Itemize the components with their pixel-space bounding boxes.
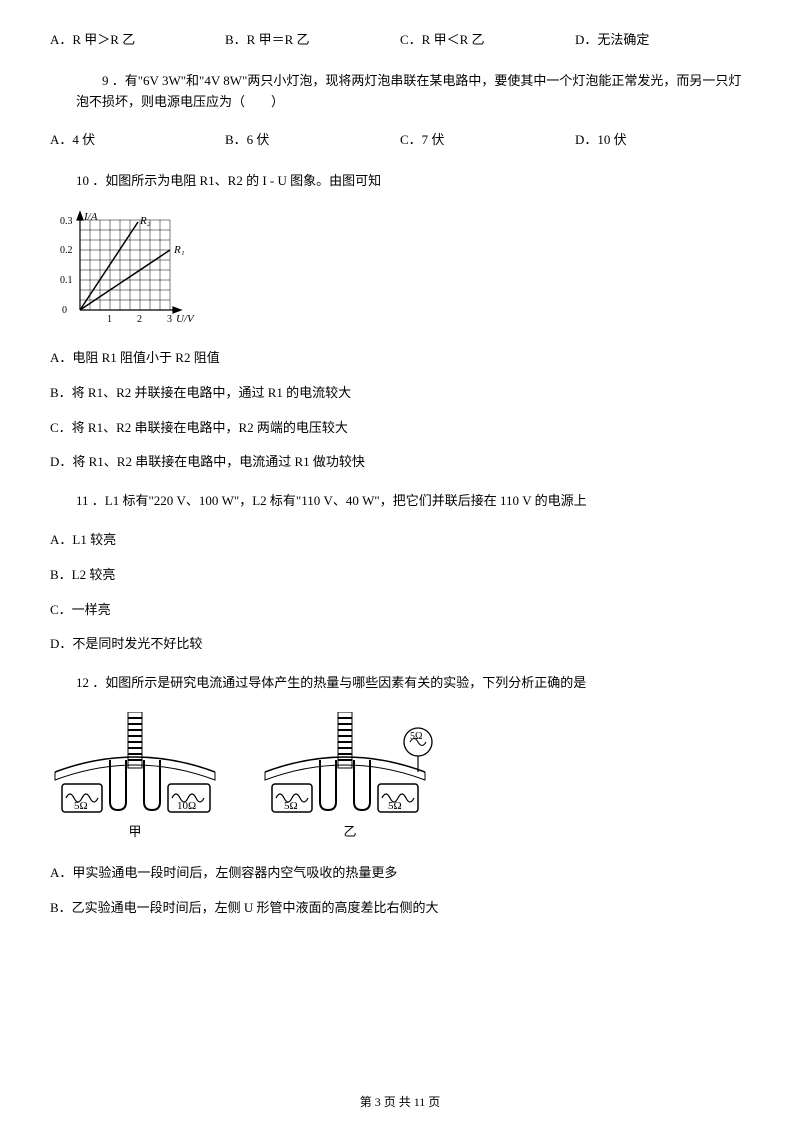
q12-right-r1: 5Ω	[284, 800, 298, 812]
q8-opt-c: C．R 甲＜R 乙	[400, 30, 575, 51]
q11-ans-a: A．L1 较亮	[50, 530, 750, 551]
q8-opt-b: B．R 甲＝R 乙	[225, 30, 400, 51]
svg-text:0.3: 0.3	[60, 216, 73, 227]
q8-options: A．R 甲＞R 乙 B．R 甲＝R 乙 C．R 甲＜R 乙 D．无法确定	[50, 30, 750, 51]
q12-ans-a: A．甲实验通电一段时间后，左侧容器内空气吸收的热量更多	[50, 863, 750, 884]
q12-caption-left: 甲	[50, 822, 220, 843]
svg-text:0: 0	[62, 305, 67, 316]
q8-opt-d: D．无法确定	[575, 30, 750, 51]
q12-figure: 5Ω 10Ω 甲 5Ω	[50, 712, 750, 843]
q12-left-r1: 5Ω	[74, 800, 88, 812]
q10-ans-c: C．将 R1、R2 串联接在电路中，R2 两端的电压较大	[50, 418, 750, 439]
q9-stem: 9 ．有"6V 3W"和"4V 8W"两只小灯泡，现将两灯泡串联在某电路中，要使…	[76, 71, 750, 113]
page-footer: 第 3 页 共 11 页	[0, 1093, 800, 1112]
xlabel: U/V	[176, 313, 195, 325]
q12-ans-b: B．乙实验通电一段时间后，左侧 U 形管中液面的高度差比右侧的大	[50, 898, 750, 919]
q9-opt-d: D．10 伏	[575, 130, 750, 151]
q10-graph: I/A U/V R₂ R₁ 0 0.1 0.2 0.3 1 2 3	[50, 210, 750, 330]
q10-stem: 10 ．如图所示为电阻 R1、R2 的 I - U 图象。由图可知	[50, 171, 750, 192]
ylabel: I/A	[83, 211, 98, 223]
q8-opt-a: A．R 甲＞R 乙	[50, 30, 225, 51]
svg-text:1: 1	[107, 314, 112, 325]
r1-label: R₁	[173, 244, 185, 256]
q12-stem: 12 ．如图所示是研究电流通过导体产生的热量与哪些因素有关的实验，下列分析正确的…	[50, 673, 750, 694]
q12-right-r3: 5Ω	[410, 731, 422, 742]
q12-right-r2: 5Ω	[388, 800, 402, 812]
q9-opt-c: C．7 伏	[400, 130, 575, 151]
svg-text:2: 2	[137, 314, 142, 325]
q11-stem: 11 ．L1 标有"220 V、100 W"，L2 标有"110 V、40 W"…	[50, 491, 750, 512]
svg-text:0.1: 0.1	[60, 275, 73, 286]
q12-left-r2: 10Ω	[177, 800, 196, 812]
q10-ans-b: B．将 R1、R2 并联接在电路中，通过 R1 的电流较大	[50, 383, 750, 404]
q10-ans-a: A．电阻 R1 阻值小于 R2 阻值	[50, 348, 750, 369]
q10-ans-d: D．将 R1、R2 串联接在电路中，电流通过 R1 做功较快	[50, 452, 750, 473]
svg-text:3: 3	[167, 314, 172, 325]
svg-text:0.2: 0.2	[60, 245, 73, 256]
q9-opt-a: A．4 伏	[50, 130, 225, 151]
q11-ans-b: B．L2 较亮	[50, 565, 750, 586]
q11-ans-c: C．一样亮	[50, 600, 750, 621]
q9-options: A．4 伏 B．6 伏 C．7 伏 D．10 伏	[50, 130, 750, 151]
r2-label: R₂	[139, 215, 151, 227]
q11-ans-d: D．不是同时发光不好比较	[50, 634, 750, 655]
q9-opt-b: B．6 伏	[225, 130, 400, 151]
q12-caption-right: 乙	[260, 822, 440, 843]
